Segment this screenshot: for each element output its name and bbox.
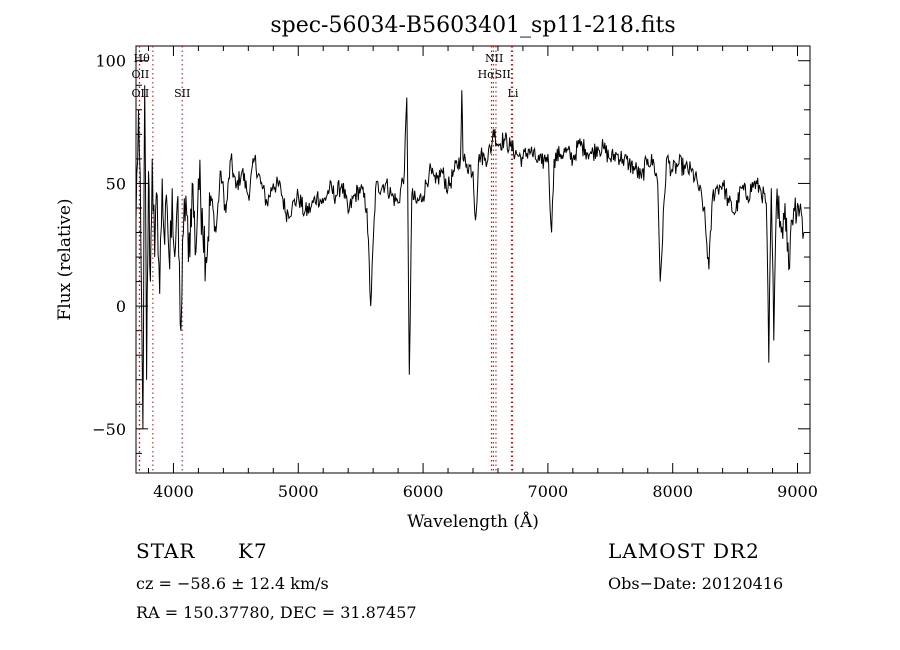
object-class: STAR [136,539,196,563]
y-tick-label: −50 [92,420,126,439]
y-axis-label: Flux (relative) [55,198,75,320]
y-tick-label: 50 [106,174,126,193]
line-marker-label: Li [508,87,519,100]
x-tick-label: 6000 [403,482,444,501]
y-tick-label: 100 [95,52,126,71]
survey-name: LAMOST DR2 [608,539,760,563]
x-tick-label: 8000 [652,482,693,501]
x-tick-label: 7000 [528,482,569,501]
x-tick-label: 9000 [777,482,818,501]
chart-title: spec-56034-B5603401_sp11-218.fits [270,13,675,38]
spectrum-line [135,85,805,429]
line-marker-label: HαSII [478,68,511,81]
redshift-velocity: cz = −58.6 ± 12.4 km/s [136,574,329,593]
x-tick-label: 4000 [153,482,194,501]
line-marker-label: OII [132,68,150,81]
coordinates: RA = 150.37780, DEC = 31.87457 [136,603,417,622]
line-marker-label: Hθ [134,52,151,65]
x-tick-label: 5000 [278,482,319,501]
y-tick-label: 0 [116,297,126,316]
observation-date: Obs−Date: 20120416 [608,574,784,593]
object-subclass: K7 [238,539,268,563]
line-marker-label: NII [485,52,503,65]
line-marker-label: SII [174,87,190,100]
line-marker-label: OII [132,87,150,100]
x-axis-label: Wavelength (Å) [407,511,539,532]
